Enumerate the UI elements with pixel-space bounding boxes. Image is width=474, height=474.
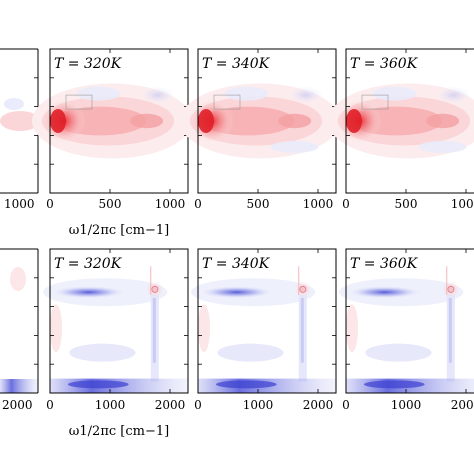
x-tick-label: 0 <box>342 197 350 211</box>
panel-2: T = 340K 0 1000 2000 <box>191 248 337 412</box>
x-tick-label: 500 <box>99 197 122 211</box>
cross-peak <box>145 280 164 299</box>
x-axis-label: ω1/2πc [cm−1] <box>69 223 169 238</box>
panel-bg <box>50 249 188 393</box>
x-tick-label: 1000 <box>303 197 334 211</box>
contour-secondary <box>278 113 312 129</box>
contour-secondary <box>130 113 164 129</box>
diagonal-peak-core <box>346 109 362 133</box>
panel-title: T = 360K <box>350 56 419 72</box>
diagonal-peak-core <box>198 109 214 133</box>
cross-peak-ring <box>447 285 455 293</box>
negative-lobe <box>217 343 284 362</box>
negative-lobe <box>76 86 121 101</box>
vertical-band-core <box>448 297 452 363</box>
x-tick-label: 0 <box>46 197 54 211</box>
contour-faint <box>50 304 62 353</box>
negative-lobe <box>270 140 319 153</box>
panel-2: T = 340K 0 500 1000 <box>180 48 341 211</box>
negative-band <box>200 286 273 299</box>
panel-title: T = 360K <box>350 256 419 272</box>
x-tick-label: 0 <box>342 398 350 412</box>
cross-peak-ring <box>151 285 159 293</box>
negative-band <box>52 286 125 299</box>
panel-frame <box>345 48 474 194</box>
x-tick-label: 1000 <box>4 197 35 211</box>
panel-title: T = 340K <box>202 56 271 72</box>
inset-box <box>213 94 241 110</box>
x-axis-label: ω1/2πc [cm−1] <box>69 424 169 439</box>
contour-faint <box>198 304 210 353</box>
x-tick-label: 2000 <box>155 398 186 412</box>
bottom-band-peak <box>363 380 425 389</box>
negative-lobe <box>372 86 417 101</box>
contour-faint <box>10 267 26 291</box>
vertical-band-core <box>300 297 304 363</box>
inset-box <box>65 94 93 110</box>
x-tick-label: 2000 <box>2 398 33 412</box>
panel-bg <box>198 249 336 393</box>
x-tick-label: 1000 <box>391 398 422 412</box>
x-tick-label: 500 <box>395 197 418 211</box>
x-tick-label: 500 <box>247 197 270 211</box>
cross-peak <box>441 280 460 299</box>
partial-panel: 1000 <box>0 48 40 211</box>
partial-panel: 2000 <box>0 248 39 412</box>
x-tick-label: 0 <box>194 398 202 412</box>
cross-peak-ring <box>299 285 307 293</box>
x-tick-label: 1000 <box>243 398 274 412</box>
contour-secondary <box>426 113 460 129</box>
cross-peak <box>293 280 312 299</box>
x-tick-label: 2000 <box>303 398 334 412</box>
negative-lobe <box>435 86 472 105</box>
panel-frame <box>197 248 337 394</box>
panel-frame <box>345 248 474 394</box>
contour-outer <box>0 111 40 131</box>
bottom-band-peak <box>215 380 277 389</box>
panel-title: T = 340K <box>202 256 271 272</box>
contour-faint <box>346 304 358 353</box>
negative-lobe <box>4 98 24 110</box>
panel-1: T = 320K 0 1000 2000 <box>43 248 189 412</box>
negative-lobe <box>224 86 269 101</box>
x-tick-label: 1000 <box>155 197 186 211</box>
x-tick-label: 0 <box>194 197 202 211</box>
negative-lobe <box>139 86 176 105</box>
negative-lobe <box>287 86 324 105</box>
panel-title: T = 320K <box>54 256 123 272</box>
panel-title: T = 320K <box>54 56 123 72</box>
bottom-band-peak <box>67 380 129 389</box>
inset-box <box>361 94 389 110</box>
negative-band <box>348 286 421 299</box>
panel-3: T = 360K 0 500 1000 <box>328 48 474 211</box>
negative-lobe <box>418 140 467 153</box>
panel-1: T = 320K 0 500 1000 <box>32 48 193 211</box>
vertical-band-core <box>152 297 156 363</box>
diagonal-peak-core <box>50 109 66 133</box>
x-tick-label: 2000 <box>451 398 474 412</box>
x-tick-label: 1000 <box>451 197 474 211</box>
bottom-band <box>0 379 38 393</box>
x-tick-label: 1000 <box>95 398 126 412</box>
x-tick-label: 0 <box>46 398 54 412</box>
panel-3: T = 360K 0 1000 2000 <box>339 248 474 412</box>
negative-lobe <box>365 343 432 362</box>
panel-frame <box>49 248 189 394</box>
negative-lobe <box>69 343 136 362</box>
